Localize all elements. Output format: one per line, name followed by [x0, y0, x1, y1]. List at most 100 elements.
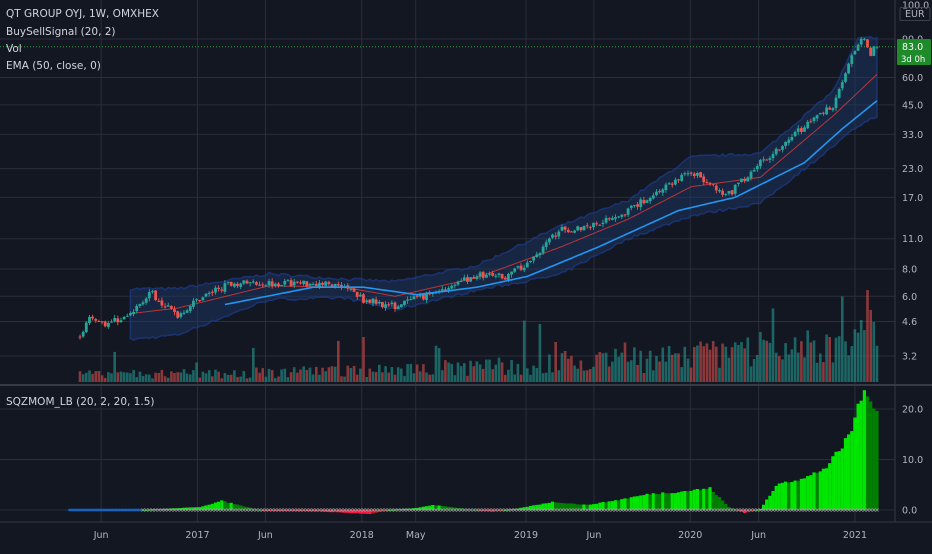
- volume-bar: [154, 372, 157, 382]
- candle-body: [661, 189, 665, 193]
- candles: [78, 36, 879, 340]
- squeeze-cross-b: [872, 508, 876, 512]
- squeeze-cross: [667, 508, 671, 512]
- momentum-bar: [780, 482, 785, 510]
- candle-body: [692, 173, 696, 176]
- squeeze-cross-b: [591, 508, 596, 512]
- volume-bar: [463, 363, 466, 382]
- candle-body: [472, 277, 476, 279]
- candle-body: [242, 280, 246, 284]
- candle-body: [696, 173, 699, 176]
- momentum-bar: [743, 510, 747, 514]
- candle-body: [396, 306, 400, 309]
- momentum-bar: [459, 508, 463, 510]
- volume-bar: [756, 355, 759, 382]
- momentum-bar: [453, 507, 457, 510]
- candle-body: [248, 282, 252, 284]
- squeeze-cross: [557, 508, 561, 512]
- squeeze-cross: [475, 508, 479, 512]
- volume-bar: [441, 370, 444, 382]
- squeeze-cross: [361, 508, 366, 512]
- squeeze-cross: [339, 508, 344, 512]
- volume-bar: [815, 362, 819, 382]
- candle-body: [491, 273, 495, 276]
- candle-body: [674, 179, 677, 185]
- squeeze-cross: [859, 508, 864, 512]
- candle-body: [755, 166, 759, 170]
- volume-bar: [141, 376, 145, 382]
- momentum-bar: [714, 495, 718, 510]
- momentum-bar: [790, 482, 794, 510]
- volume-bar: [850, 346, 854, 382]
- squeeze-cross-b: [396, 508, 400, 512]
- volume-bar: [466, 375, 469, 382]
- candle-body: [777, 149, 781, 151]
- squeeze-cross: [276, 508, 281, 512]
- squeeze-cross-b: [843, 508, 848, 512]
- squeeze-cross: [720, 508, 725, 512]
- candle-body: [629, 205, 633, 208]
- momentum-bar: [623, 498, 627, 510]
- candle-body: [617, 216, 621, 218]
- squeeze-cross: [519, 508, 523, 512]
- squeeze-cross-b: [194, 508, 199, 512]
- legend-symbol[interactable]: QT GROUP OYJ, 1W, OMXHEX: [6, 8, 159, 20]
- momentum-bar: [821, 468, 825, 510]
- squeeze-cross: [248, 508, 252, 512]
- candle-body: [314, 283, 318, 287]
- candle-body: [308, 283, 312, 286]
- momentum-bar: [305, 510, 309, 512]
- volume-bar: [119, 371, 123, 382]
- volume-bar: [759, 332, 762, 382]
- candle-body: [220, 289, 224, 291]
- squeeze-dot: [109, 508, 114, 512]
- momentum-bar: [532, 505, 536, 510]
- squeeze-cross-b: [323, 508, 328, 512]
- candle-body: [176, 311, 180, 318]
- volume-bar: [507, 369, 510, 382]
- squeeze-cross-b: [758, 508, 763, 512]
- squeeze-cross: [179, 508, 183, 512]
- momentum-bar: [865, 396, 870, 510]
- legend-buysellsignal[interactable]: BuySellSignal (20, 2): [6, 26, 116, 38]
- squeeze-cross: [434, 508, 438, 512]
- squeeze-cross: [141, 508, 145, 512]
- squeeze-cross: [437, 508, 441, 512]
- squeeze-cross: [717, 508, 722, 512]
- candle-body: [828, 107, 832, 110]
- legend-volume[interactable]: Vol: [6, 43, 22, 55]
- squeeze-cross-b: [853, 508, 857, 512]
- squeeze-cross-b: [141, 508, 145, 512]
- candle-body: [129, 313, 132, 316]
- squeeze-cross-b: [500, 508, 504, 512]
- squeeze-cross-b: [242, 508, 246, 512]
- squeeze-cross: [509, 508, 514, 512]
- squeeze-cross: [465, 508, 470, 512]
- legend-sqzmom[interactable]: SQZMOM_LB (20, 2, 20, 1.5): [6, 396, 155, 408]
- candle-body: [160, 300, 164, 306]
- squeeze-cross: [418, 508, 423, 512]
- momentum-bar: [213, 502, 218, 510]
- squeeze-cross-b: [478, 508, 482, 512]
- candle-body: [270, 281, 274, 287]
- volume-bar: [447, 362, 450, 382]
- legend-ema[interactable]: EMA (50, close, 0): [6, 60, 101, 72]
- squeeze-cross: [538, 508, 542, 512]
- candle-body: [444, 289, 447, 291]
- candle-body: [853, 51, 857, 55]
- squeeze-cross-b: [670, 508, 675, 512]
- momentum-bar: [412, 508, 416, 510]
- squeeze-cross-b: [846, 508, 851, 512]
- candle-body: [513, 268, 517, 272]
- candle-body: [478, 272, 482, 277]
- squeeze-cross: [449, 508, 454, 512]
- squeeze-cross-b: [434, 508, 438, 512]
- candle-body: [204, 293, 208, 297]
- momentum-bar: [207, 504, 211, 510]
- volume-bar: [116, 372, 120, 382]
- squeeze-cross-b: [390, 508, 394, 512]
- squeeze-cross: [456, 508, 460, 512]
- volume-bar: [88, 370, 91, 382]
- momentum-bar: [664, 493, 668, 510]
